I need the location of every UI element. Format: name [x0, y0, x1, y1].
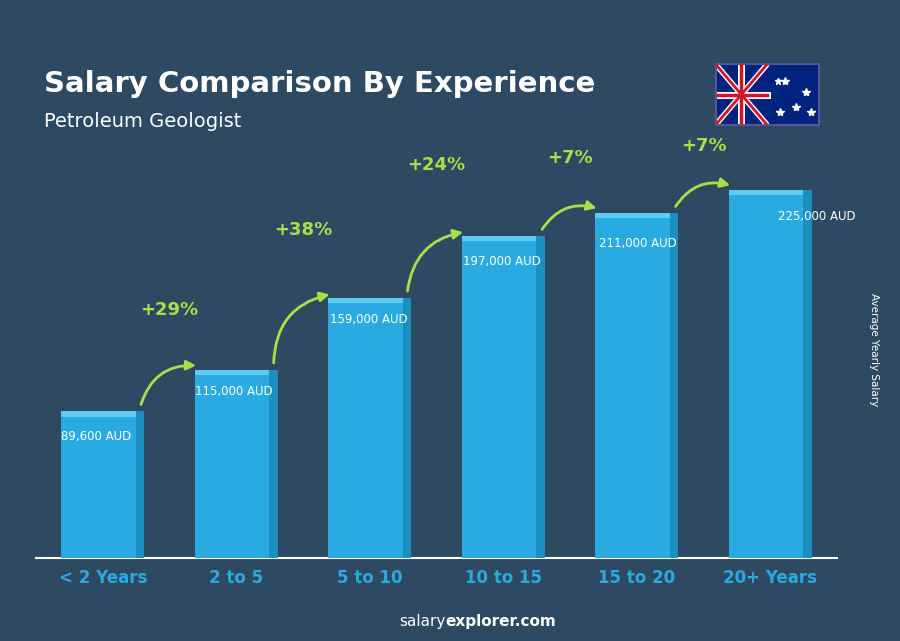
Bar [596, 213, 678, 219]
Bar [328, 298, 411, 303]
Bar [269, 370, 277, 558]
Text: +38%: +38% [274, 221, 332, 239]
Bar [670, 213, 678, 558]
Bar [729, 190, 812, 558]
Bar [195, 370, 277, 375]
Text: +7%: +7% [680, 137, 726, 155]
Bar [136, 412, 144, 558]
Text: explorer.com: explorer.com [446, 615, 556, 629]
Text: 197,000 AUD: 197,000 AUD [464, 255, 541, 268]
Bar [61, 412, 144, 417]
Bar [596, 213, 678, 558]
Text: +24%: +24% [408, 156, 465, 174]
Text: 211,000 AUD: 211,000 AUD [599, 237, 677, 250]
Bar [804, 190, 812, 558]
Text: Salary Comparison By Experience: Salary Comparison By Experience [44, 70, 595, 98]
Text: 159,000 AUD: 159,000 AUD [329, 313, 408, 326]
Bar [536, 236, 544, 558]
Text: +7%: +7% [547, 149, 593, 167]
Bar [328, 298, 411, 558]
Text: Petroleum Geologist: Petroleum Geologist [44, 112, 241, 131]
Text: +29%: +29% [140, 301, 199, 319]
Text: Average Yearly Salary: Average Yearly Salary [869, 293, 879, 406]
Text: 225,000 AUD: 225,000 AUD [778, 210, 856, 223]
Bar [729, 190, 812, 196]
Text: 89,600 AUD: 89,600 AUD [61, 430, 131, 444]
Bar [61, 412, 144, 558]
Text: salary: salary [399, 615, 446, 629]
Bar [195, 370, 277, 558]
Text: 115,000 AUD: 115,000 AUD [195, 385, 273, 398]
Bar [462, 236, 544, 558]
Bar [403, 298, 411, 558]
Bar [462, 236, 544, 241]
